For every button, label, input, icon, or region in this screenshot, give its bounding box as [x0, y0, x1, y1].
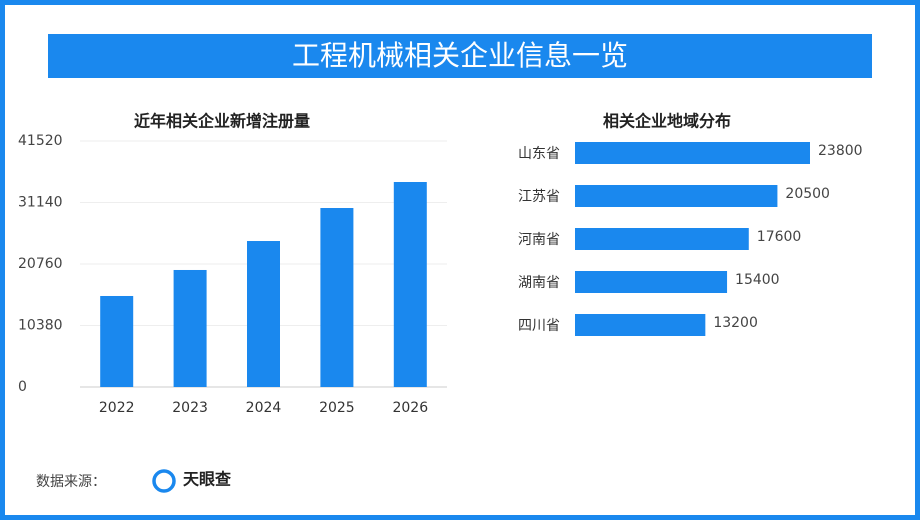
- y-tick-label: 10380: [18, 318, 63, 334]
- x-tick-label: 2023: [172, 400, 208, 416]
- bar: [247, 241, 280, 387]
- bar: [575, 185, 778, 207]
- value-label: 17600: [757, 229, 802, 245]
- x-tick-label: 2025: [319, 400, 355, 416]
- bar: [173, 269, 207, 387]
- source-label: 数据来源：: [36, 474, 106, 490]
- source-logo: [152, 469, 176, 493]
- bar: [393, 182, 427, 387]
- x-tick-label: 2024: [246, 400, 282, 416]
- source-name: 天眼查: [183, 470, 231, 489]
- bar: [320, 208, 354, 387]
- value-label: 15400: [735, 272, 780, 288]
- y-tick-label: 河南省: [518, 232, 560, 248]
- bar: [575, 314, 706, 336]
- x-tick-label: 2022: [99, 400, 135, 416]
- bar: [575, 228, 749, 250]
- bar: [100, 295, 134, 387]
- x-tick-label: 2026: [392, 400, 428, 416]
- y-tick-label: 湖南省: [518, 275, 560, 291]
- value-label: 23800: [818, 143, 863, 159]
- y-tick-label: 20760: [18, 256, 63, 272]
- title-banner: [48, 34, 872, 78]
- y-tick-label: 31140: [18, 195, 63, 211]
- y-tick-label: 江苏省: [518, 189, 560, 205]
- y-tick-label: 山东省: [518, 146, 560, 162]
- chart-title: 相关企业地域分布: [603, 112, 731, 131]
- y-tick-label: 0: [18, 379, 27, 395]
- page-title: 工程机械相关企业信息一览: [292, 39, 628, 72]
- y-tick-label: 四川省: [518, 318, 560, 334]
- y-tick-label: 41520: [18, 133, 63, 149]
- bar: [575, 142, 810, 164]
- value-label: 13200: [713, 315, 758, 331]
- bar: [575, 271, 728, 293]
- chart-title: 近年相关企业新增注册量: [134, 112, 310, 131]
- value-label: 20500: [785, 186, 830, 202]
